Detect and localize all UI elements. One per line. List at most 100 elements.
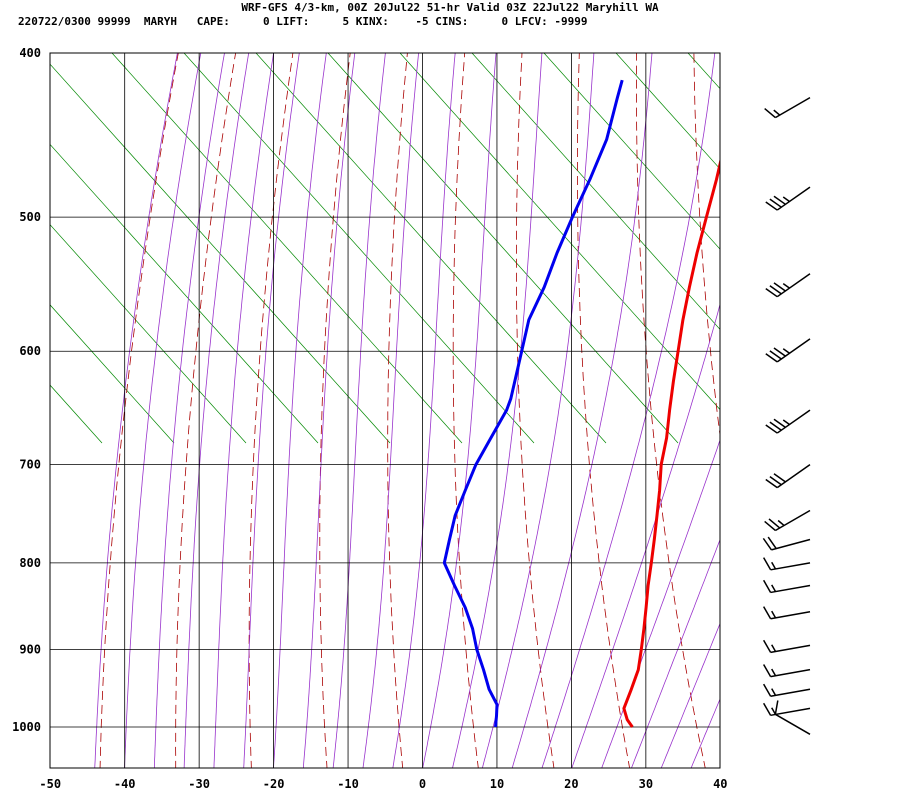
moist-adiabat [690,698,720,768]
wind-barb-half-feather [771,584,777,592]
dry-adiabat [577,53,630,768]
background-lines [0,15,900,770]
pressure-tick-label: 600 [19,344,41,358]
wind-barb-half-feather [771,610,777,619]
moist-adiabat [571,302,720,768]
wind-barb-half-feather [782,419,790,426]
wind-barb [762,557,811,571]
moist-adiabat [124,53,202,768]
dry-adiabat [452,53,479,768]
wind-barb-feather [773,473,786,483]
mixing-ratio-line [399,53,720,411]
mixing-ratio-line [615,53,720,170]
temperature-tick-label: 0 [419,777,426,791]
wind-barb [762,639,811,654]
wind-barb-feather [773,282,786,292]
wind-barb-feather [769,285,782,295]
dry-adiabat [750,15,857,770]
temperature-tick-label: 40 [713,777,727,791]
wind-barb-feather [765,353,778,363]
wind-barb-half-feather [782,196,790,203]
wind-barb-staff [770,668,811,678]
moist-adiabat [243,53,300,768]
wind-barb-feather [768,518,781,529]
temperature-tick-labels: -50 -40 -30 -20 -10 0 10 20 30 40 [39,777,727,791]
grid [50,53,720,768]
wind-barbs [762,96,811,735]
wind-barb-half-feather [771,668,777,677]
mixing-ratio-line [50,63,391,444]
wind-barb-feather [762,664,772,677]
wind-barb-feather [762,606,772,620]
mixing-ratio-line [50,224,247,444]
wind-barb-feather [769,350,782,360]
pressure-tick-label: 800 [19,556,41,570]
wind-barb-half-feather [777,519,785,527]
wind-barb-feather [769,476,782,486]
wind-barb [764,96,811,119]
wind-barb [765,273,811,298]
wind-barb-feather [773,418,786,428]
wind-barb-feather [769,198,782,208]
temperature-tick-label: 20 [564,777,578,791]
mixing-ratio-line [760,53,900,443]
wind-barb-feather [769,421,782,431]
wind-barb-staff [770,644,811,654]
dry-adiabat [863,15,900,770]
sounding-indices: 220722/0300 99999 MARYH CAPE: 0 LIFT: 5 … [18,15,588,28]
dry-adiabat [387,53,408,768]
wind-barb-staff [774,96,811,119]
mixing-ratio-line [50,143,319,444]
moist-adiabat [631,538,720,768]
mixing-ratio-line [50,384,103,444]
wind-barb-feather [762,639,772,653]
wind-barb [762,683,811,697]
wind-barb-feather [764,520,776,532]
temperature-tick-label: 10 [490,777,504,791]
wind-barb [765,409,811,434]
wind-barb-staff [770,584,811,594]
temperature-tick-label: 30 [639,777,653,791]
wind-barb-staff [774,713,811,735]
wind-barb-staff [770,611,811,620]
dry-adiabat [807,15,900,770]
wind-barb-feather [765,201,778,211]
pressure-tick-label: 900 [19,642,41,656]
pressure-tick-label: 400 [19,46,41,60]
wind-barb-feather [774,700,779,715]
wind-barb-feather [767,536,777,549]
mixing-ratio-line [0,53,30,443]
pressure-tick-labels: 400 500 600 700 800 900 1000 [12,46,41,734]
wind-barb-half-feather [771,644,777,652]
mixing-ratio-line [50,304,175,444]
chart-title: WRF-GFS 4/3-km, 00Z 20Jul22 51-hr Valid … [241,1,659,14]
wind-barb-staff [776,409,811,434]
temperature-tick-label: -30 [188,777,210,791]
wind-barb-feather [762,557,772,571]
moist-adiabat [660,622,720,768]
wind-barb-staff [770,707,811,717]
wind-barb-feather [773,347,786,357]
wind-barb [762,579,811,594]
dewpoint-profile [442,79,624,728]
wind-barb-staff [770,688,811,697]
wind-barb-staff [770,562,811,571]
wind-barb [764,509,811,532]
temperature-tick-label: -40 [114,777,136,791]
temperature-tick-label: -50 [39,777,61,791]
wind-barb-feather [762,579,772,593]
mixing-ratio-line [327,53,679,444]
pressure-tick-label: 500 [19,210,41,224]
wind-barb [774,700,811,735]
wind-barb-staff [776,338,811,363]
moist-adiabat [213,53,275,768]
wind-barb-half-feather [771,688,777,696]
wind-barb-half-feather [782,348,790,354]
mixing-ratio-line [111,53,463,444]
moist-adiabat [362,53,420,768]
moist-adiabat [541,53,716,768]
wind-barb [762,536,811,551]
wind-barb-feather [773,195,786,205]
mixing-ratio-line [255,53,607,444]
